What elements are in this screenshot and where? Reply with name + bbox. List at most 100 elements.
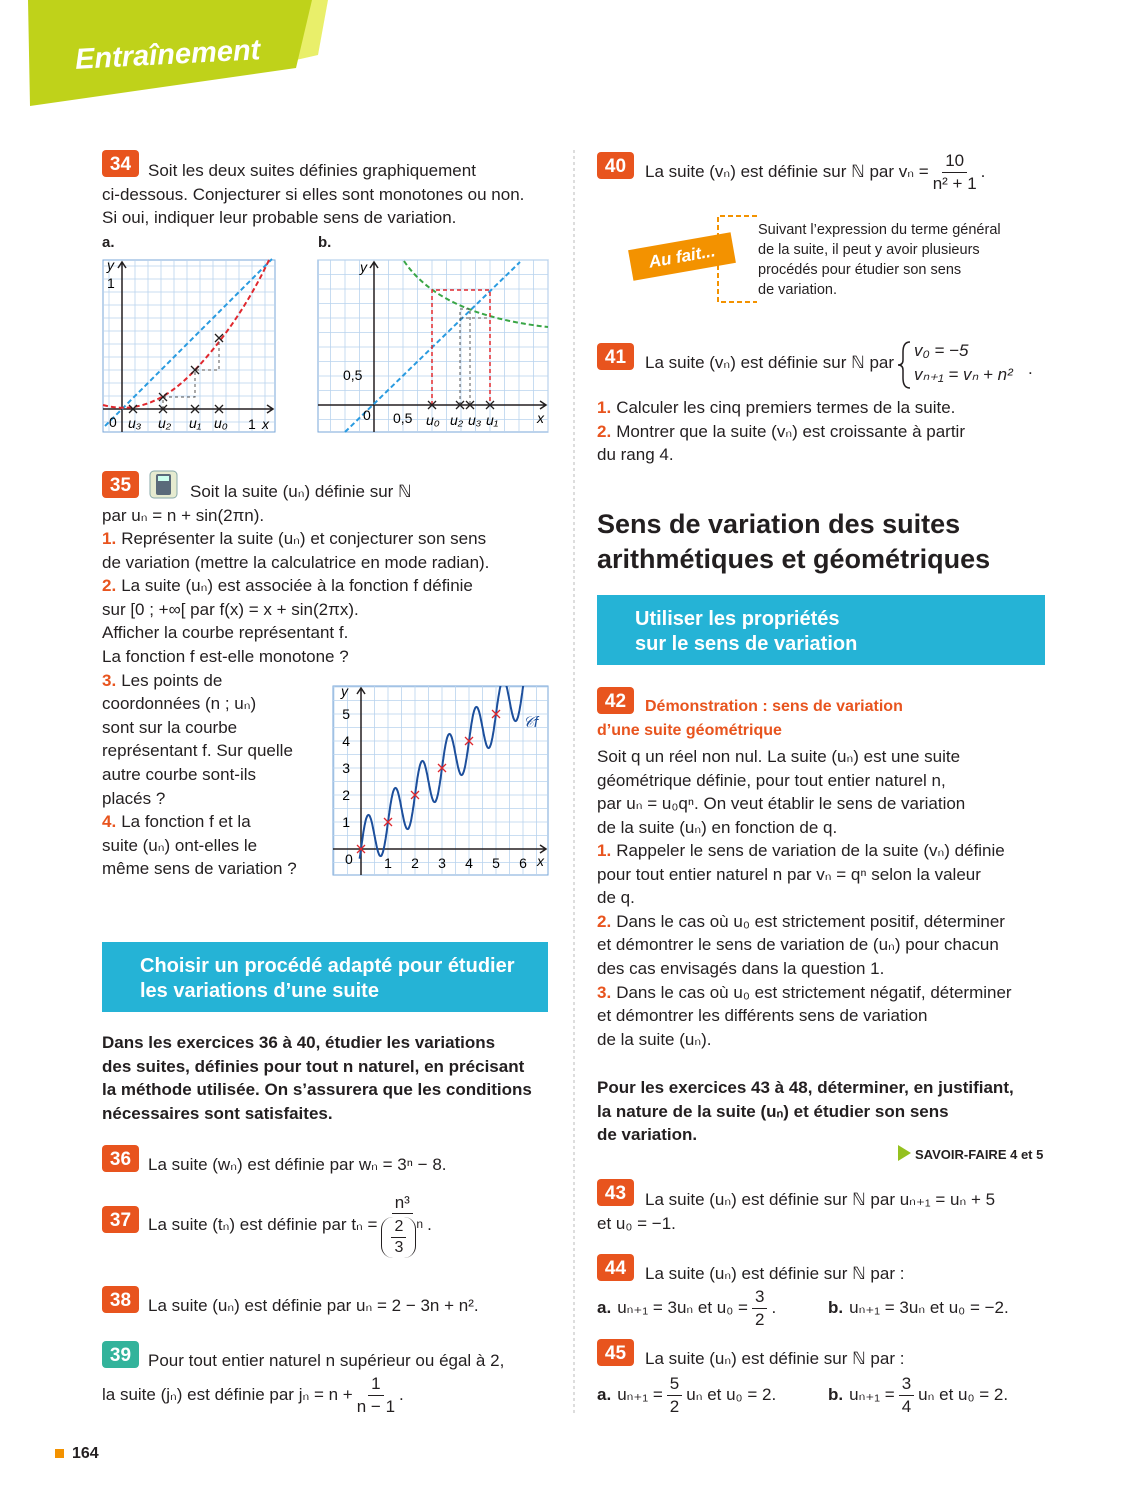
graph-35: y 0 x 𝒞f 1 2 3 4 5 6 1 2 3 4 5	[332, 683, 549, 876]
text-line: Pour les exercices 43 à 48, déterminer, …	[597, 1078, 1014, 1097]
ex44-b: b. uₙ₊₁ = 3uₙ et u₀ = −2.	[828, 1284, 1009, 1332]
system-brace	[897, 341, 911, 389]
ex34-text: Soit les deux suites définies graphiquem…	[102, 159, 524, 230]
text: La suite (tₙ) est définie par tₙ =	[148, 1215, 378, 1234]
text-line: Utiliser les propriétés	[635, 608, 840, 630]
savoir-faire-link[interactable]: SAVOIR-FAIRE 4 et 5	[915, 1147, 1044, 1162]
numerator: 2	[391, 1217, 407, 1239]
question-text: Dans le cas où u₀ est strictement positi…	[616, 911, 1005, 931]
numerator: n³	[391, 1192, 413, 1215]
question-number: 2.	[102, 576, 117, 596]
tick-label: 1	[384, 855, 392, 871]
point-label: u₀	[214, 415, 228, 431]
link-icon	[898, 1145, 911, 1161]
numerator: 1	[368, 1373, 384, 1396]
question-line: Afficher la courbe représentant f.	[102, 623, 349, 643]
question-text: La fonction f et la	[121, 812, 251, 832]
text-line: v₀ = −5	[914, 341, 969, 360]
text: uₙ₊₁ = 3uₙ et u₀ = −2.	[849, 1298, 1009, 1317]
point-label: u₁	[486, 412, 499, 428]
exercise-number: 39	[110, 1345, 131, 1366]
numerator: 5	[666, 1373, 683, 1396]
number-badge	[597, 343, 634, 370]
denominator: 2	[669, 1396, 680, 1416]
question-text: Rappeler le sens de variation de la suit…	[616, 841, 1005, 860]
question-line: 1. Représenter la suite (uₙ) et conjectur…	[102, 527, 489, 551]
question-line: des cas envisagés dans la question 1.	[597, 958, 885, 978]
method-box	[102, 942, 548, 1012]
text-line: des suites, définies pour tout n naturel…	[102, 1056, 525, 1076]
denominator: n² + 1	[932, 173, 977, 193]
number-badge	[597, 1339, 634, 1366]
page-marker	[55, 1449, 64, 1458]
question-line: sont sur la courbe	[102, 717, 238, 737]
page-number: 164	[72, 1445, 99, 1462]
line-y-x	[104, 258, 273, 427]
point-label: u₃	[468, 412, 482, 428]
question-line: et démontrer le sens de variation de (uₙ…	[597, 935, 999, 955]
question-line: 1. Calculer les cinq premiers termes de l…	[597, 396, 965, 420]
section-title: Sens de variation des suites arithmétique…	[597, 507, 990, 577]
tick-label: 4	[342, 733, 350, 749]
exercise-number: 36	[110, 1149, 131, 1170]
denominator: 3	[394, 1239, 404, 1257]
ex42-intro: Soit q un réel non nul. La suite (uₙ) es…	[597, 745, 965, 839]
icon-screen	[158, 476, 169, 481]
axes	[318, 260, 548, 432]
question-number: 2.	[597, 421, 612, 441]
point-marks	[128, 333, 224, 414]
ex41-text: La suite (vₙ) est définie sur ℕ par	[645, 353, 895, 372]
axis-label: x	[536, 853, 545, 869]
tick-label: 1	[342, 814, 350, 830]
question-line: 2. La suite (uₙ) est associée à la foncti…	[102, 574, 489, 598]
question-number: 3.	[597, 982, 612, 1002]
numerator: 3	[751, 1286, 768, 1309]
instructions: Dans les exercices 36 à 40, étudier les …	[102, 1031, 532, 1125]
exercise-number: 45	[605, 1343, 627, 1364]
denominator: 4	[901, 1396, 912, 1416]
question-line: du rang 4.	[597, 445, 674, 465]
item-label: b.	[828, 1298, 844, 1317]
exercise-number: 34	[110, 154, 132, 175]
question-line: coordonnées (n ; uₙ)	[102, 694, 257, 714]
ex44-text: La suite (uₙ) est définie sur ℕ par :	[645, 1264, 905, 1283]
point-mark	[383, 817, 393, 827]
text-line: géométrique définie, pour tout entier na…	[597, 770, 946, 790]
ex41-system: v₀ = −5 vₙ₊₁ = vₙ + n²	[914, 339, 1013, 386]
axis-label: x	[536, 410, 545, 426]
property-box	[597, 595, 1045, 665]
number-badge	[102, 150, 139, 177]
item-label: b.	[828, 1385, 844, 1404]
exercise-number: 35	[110, 475, 132, 496]
text: uₙ et u₀ = 2.	[918, 1385, 1009, 1404]
curve	[358, 686, 525, 859]
question-text: Représenter la suite (uₙ) et conjecturer…	[121, 529, 487, 548]
text-line: la nature de la suite (uₙ) et étudier so…	[597, 1101, 949, 1121]
question-number: 1.	[597, 841, 612, 860]
axis-label: y	[340, 683, 349, 699]
question-line: suite (uₙ) ont-elles le	[102, 835, 258, 855]
text: .	[771, 1298, 777, 1317]
tick-label: 4	[465, 855, 473, 871]
text-line: de la suite, il peut y avoir plusieurs	[758, 242, 980, 258]
question-line: 3. Dans le cas où u₀ est strictement néga…	[597, 981, 1012, 1005]
graph-label: a.	[102, 234, 115, 251]
tick-label: 0,5	[393, 410, 413, 426]
method-box-text: Choisir un procédé adapté pour étudier le…	[140, 954, 515, 1004]
ex43-text: La suite (uₙ) est définie sur ℕ par uₙ₊₁…	[597, 1188, 995, 1235]
question-line: 4. La fonction f et la	[102, 810, 489, 834]
axis-label: y	[359, 259, 368, 275]
tick-label: 5	[492, 855, 500, 871]
numerator: 10	[942, 150, 968, 173]
question-number: 4.	[102, 812, 117, 832]
tick-label: 6	[519, 855, 527, 871]
